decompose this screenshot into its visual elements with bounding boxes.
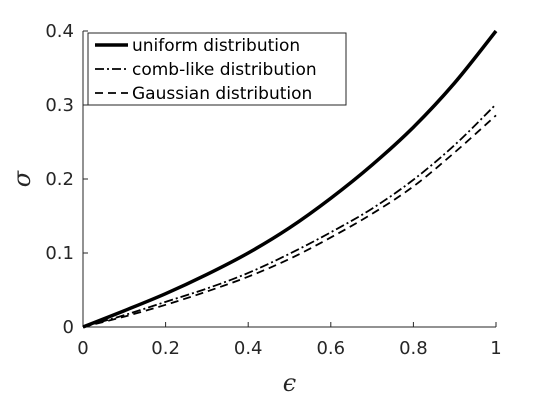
legend-label-1: comb-like distribution xyxy=(132,60,317,80)
y-tick-label: 0.1 xyxy=(45,243,74,264)
legend-label-2: Gaussian distribution xyxy=(132,84,312,104)
series-line-2 xyxy=(82,114,497,328)
y-axis-label: σ xyxy=(8,170,36,187)
legend: uniform distribution comb-like distributi… xyxy=(87,32,347,106)
x-tick-label: 0.6 xyxy=(316,338,345,359)
x-tick-label: 0.8 xyxy=(399,338,428,359)
legend-label-0: uniform distribution xyxy=(132,36,300,56)
series-lines xyxy=(82,29,498,329)
series-line-0 xyxy=(82,29,498,329)
y-tick-label: 0.2 xyxy=(45,169,74,190)
legend-box xyxy=(87,32,347,106)
series-line-1 xyxy=(82,103,497,328)
y-tick-label: 0.3 xyxy=(45,95,74,116)
x-tick-label: 1 xyxy=(490,338,501,359)
y-tick-label: 0.4 xyxy=(45,21,74,42)
y-tick-label: 0 xyxy=(63,317,74,338)
x-axis-label: ϵ xyxy=(283,369,296,397)
axes: 0 0.2 0.4 0.6 0.8 1 0 0.1 0.2 0.3 0.4 ϵ σ xyxy=(8,21,502,397)
x-tick-label: 0.4 xyxy=(234,338,263,359)
x-tick-label: 0.2 xyxy=(151,338,180,359)
x-tick-label: 0 xyxy=(77,338,88,359)
